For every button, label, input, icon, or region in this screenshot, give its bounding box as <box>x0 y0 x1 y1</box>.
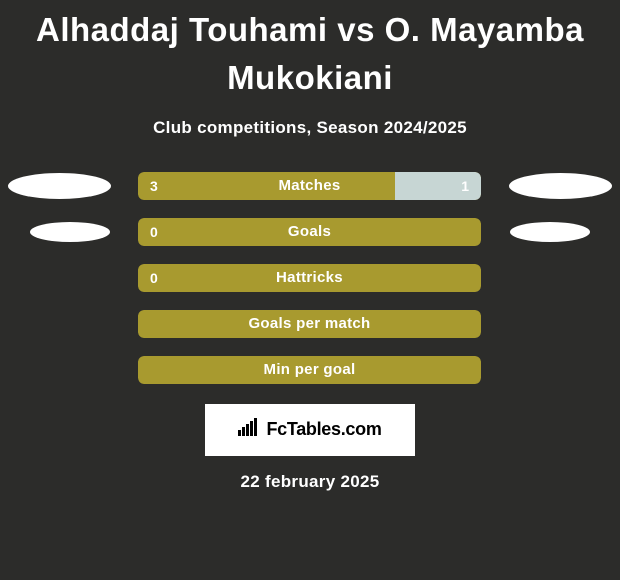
stat-row: Hattricks0 <box>0 264 620 292</box>
stat-label: Hattricks <box>138 264 481 292</box>
stat-label: Goals <box>138 218 481 246</box>
player-left-badge <box>30 222 110 242</box>
subtitle: Club competitions, Season 2024/2025 <box>153 118 467 138</box>
stat-row: Goals per match <box>0 310 620 338</box>
logo-text: FcTables.com <box>266 419 381 440</box>
stat-left-value: 0 <box>150 218 158 246</box>
stat-label: Min per goal <box>138 356 481 384</box>
page-title: Alhaddaj Touhami vs O. Mayamba Mukokiani <box>0 6 620 102</box>
stat-row: Min per goal <box>0 356 620 384</box>
stat-bar: Goals0 <box>138 218 481 246</box>
logo-box: FcTables.com <box>205 404 415 456</box>
stat-rows: Matches31Goals0Hattricks0Goals per match… <box>0 172 620 384</box>
stat-bar: Hattricks0 <box>138 264 481 292</box>
player-right-badge <box>509 173 612 199</box>
stat-left-value: 0 <box>150 264 158 292</box>
stat-left-value: 3 <box>150 172 158 200</box>
stat-bar: Matches3 1 <box>138 172 481 200</box>
stat-row: Matches3 1 <box>0 172 620 200</box>
player-right-badge <box>510 222 590 242</box>
stat-bar: Min per goal <box>138 356 481 384</box>
player-left-badge <box>8 173 111 199</box>
bar-chart-icon <box>238 418 260 441</box>
stat-bar: Goals per match <box>138 310 481 338</box>
date-label: 22 february 2025 <box>241 472 380 492</box>
stat-label: Matches <box>138 172 481 200</box>
comparison-container: Alhaddaj Touhami vs O. Mayamba Mukokiani… <box>0 0 620 580</box>
stat-right-value: 1 <box>461 172 469 200</box>
stat-row: Goals0 <box>0 218 620 246</box>
stat-label: Goals per match <box>138 310 481 338</box>
